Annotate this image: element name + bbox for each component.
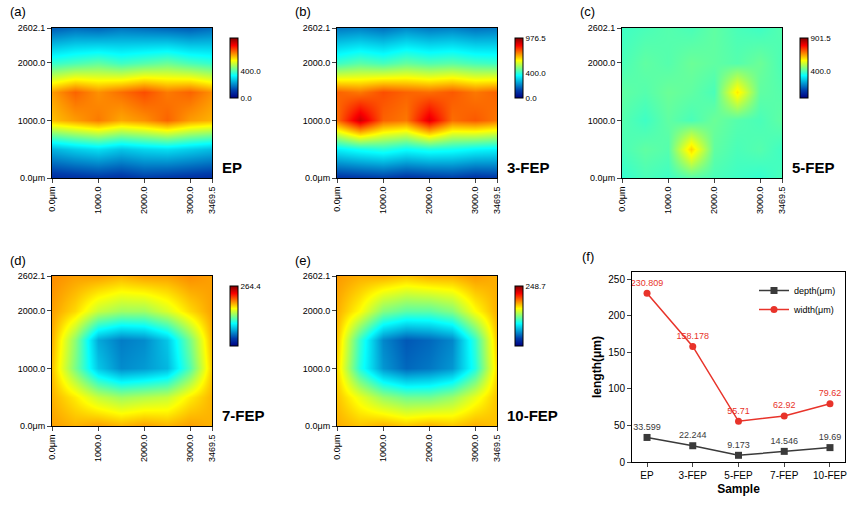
svg-text:3000.0: 3000.0	[185, 187, 195, 215]
svg-text:3469.5: 3469.5	[207, 187, 217, 215]
svg-text:(c): (c)	[580, 4, 595, 19]
svg-text:158.178: 158.178	[676, 331, 709, 341]
svg-text:1000.0: 1000.0	[18, 116, 46, 126]
svg-text:33.599: 33.599	[633, 422, 661, 432]
svg-text:3469.5: 3469.5	[492, 435, 502, 463]
svg-text:2000.0: 2000.0	[303, 306, 331, 316]
svg-text:0.0μm: 0.0μm	[305, 421, 330, 431]
svg-text:1000.0: 1000.0	[378, 435, 388, 463]
svg-text:2000.0: 2000.0	[424, 187, 434, 215]
svg-text:200: 200	[608, 310, 625, 321]
svg-text:230.809: 230.809	[631, 278, 664, 288]
svg-text:2602.1: 2602.1	[18, 23, 46, 33]
svg-text:264.4: 264.4	[241, 282, 262, 291]
svg-text:0.0μm: 0.0μm	[20, 421, 45, 431]
svg-text:400.0: 400.0	[811, 67, 832, 76]
svg-text:3-FEP: 3-FEP	[507, 159, 550, 176]
svg-text:length(μm): length(μm)	[590, 336, 604, 398]
svg-text:55.71: 55.71	[727, 406, 750, 416]
svg-text:0.0μm: 0.0μm	[332, 187, 342, 212]
svg-text:2000.0: 2000.0	[139, 435, 149, 463]
svg-text:0.0μm: 0.0μm	[332, 435, 342, 460]
svg-text:(b): (b)	[295, 4, 311, 19]
svg-text:10-FEP: 10-FEP	[813, 470, 847, 481]
svg-text:0.0μm: 0.0μm	[47, 435, 57, 460]
svg-text:1000.0: 1000.0	[303, 116, 331, 126]
svg-text:3469.5: 3469.5	[777, 187, 787, 215]
svg-text:1000.0: 1000.0	[378, 187, 388, 215]
svg-text:3000.0: 3000.0	[755, 187, 765, 215]
svg-text:3000.0: 3000.0	[470, 187, 480, 215]
svg-text:250: 250	[608, 274, 625, 285]
svg-text:2000.0: 2000.0	[588, 58, 616, 68]
svg-text:0.0μm: 0.0μm	[20, 173, 45, 183]
svg-text:2000.0: 2000.0	[18, 306, 46, 316]
svg-text:1000.0: 1000.0	[303, 364, 331, 374]
svg-text:400.0: 400.0	[241, 67, 262, 76]
svg-text:3000.0: 3000.0	[185, 435, 195, 463]
svg-text:2000.0: 2000.0	[139, 187, 149, 215]
svg-text:100: 100	[608, 383, 625, 394]
svg-text:0.0: 0.0	[526, 94, 538, 103]
svg-text:1000.0: 1000.0	[18, 364, 46, 374]
svg-text:0.0μm: 0.0μm	[305, 173, 330, 183]
svg-text:3-FEP: 3-FEP	[679, 470, 708, 481]
svg-text:1000.0: 1000.0	[93, 435, 103, 463]
svg-text:14.546: 14.546	[770, 436, 798, 446]
svg-text:3469.5: 3469.5	[207, 435, 217, 463]
svg-text:976.5: 976.5	[526, 34, 547, 43]
svg-text:7-FEP: 7-FEP	[222, 407, 265, 424]
svg-text:0: 0	[619, 457, 625, 468]
svg-text:Sample: Sample	[717, 482, 760, 496]
svg-text:150: 150	[608, 347, 625, 358]
svg-text:(a): (a)	[10, 4, 26, 19]
svg-text:2000.0: 2000.0	[18, 58, 46, 68]
svg-text:5-FEP: 5-FEP	[792, 159, 835, 176]
svg-text:248.7: 248.7	[526, 282, 547, 291]
svg-text:EP: EP	[640, 470, 654, 481]
svg-text:2000.0: 2000.0	[424, 435, 434, 463]
svg-text:2602.1: 2602.1	[588, 23, 616, 33]
svg-text:3000.0: 3000.0	[470, 435, 480, 463]
svg-text:0.0μm: 0.0μm	[617, 187, 627, 212]
svg-text:2602.1: 2602.1	[303, 271, 331, 281]
svg-text:0.0μm: 0.0μm	[47, 187, 57, 212]
svg-text:(e): (e)	[295, 253, 311, 268]
svg-text:2000.0: 2000.0	[709, 187, 719, 215]
svg-text:(f): (f)	[582, 249, 594, 264]
svg-text:901.5: 901.5	[811, 34, 832, 43]
svg-text:19.69: 19.69	[819, 432, 842, 442]
svg-text:22.244: 22.244	[679, 430, 707, 440]
svg-text:2000.0: 2000.0	[303, 58, 331, 68]
svg-text:2602.1: 2602.1	[303, 23, 331, 33]
svg-text:9.173: 9.173	[727, 440, 750, 450]
svg-text:EP: EP	[222, 159, 242, 176]
svg-text:depth(μm): depth(μm)	[794, 286, 835, 296]
svg-text:(d): (d)	[10, 253, 26, 268]
svg-text:1000.0: 1000.0	[663, 187, 673, 215]
svg-text:width(μm): width(μm)	[793, 305, 834, 315]
svg-text:50: 50	[614, 420, 626, 431]
svg-text:400.0: 400.0	[526, 69, 547, 78]
svg-text:10-FEP: 10-FEP	[507, 407, 558, 424]
svg-text:1000.0: 1000.0	[93, 187, 103, 215]
svg-text:1000.0: 1000.0	[588, 116, 616, 126]
svg-text:2602.1: 2602.1	[18, 271, 46, 281]
svg-text:3469.5: 3469.5	[492, 187, 502, 215]
svg-text:62.92: 62.92	[773, 400, 796, 410]
svg-text:79.62: 79.62	[819, 388, 842, 398]
svg-text:7-FEP: 7-FEP	[770, 470, 799, 481]
svg-text:0.0μm: 0.0μm	[590, 173, 615, 183]
svg-text:0.0: 0.0	[241, 94, 253, 103]
svg-text:5-FEP: 5-FEP	[724, 470, 753, 481]
